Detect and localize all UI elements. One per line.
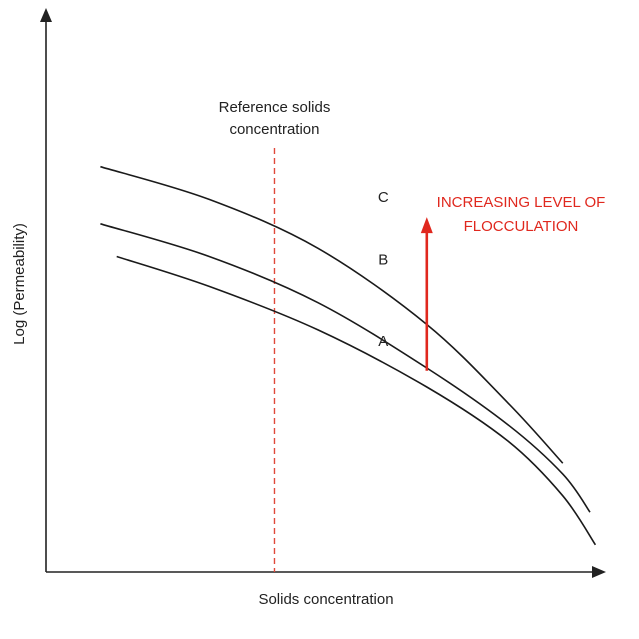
x-axis-arrowhead <box>592 566 606 578</box>
curve-label-b: B <box>378 252 388 269</box>
curve-b <box>100 223 591 513</box>
flocculation-arrow-head <box>420 217 433 234</box>
flocculation-label-line-2: FLOCCULATION <box>464 218 579 235</box>
curve-label-c: C <box>378 189 389 206</box>
reference-label-line-2: concentration <box>229 121 319 138</box>
y-axis-label: Log (Permeability) <box>11 223 28 345</box>
reference-line-group: Reference solids concentration <box>219 99 331 572</box>
x-axis-label: Solids concentration <box>258 591 393 608</box>
curve-label-a: A <box>378 333 388 350</box>
curve-c <box>100 165 564 464</box>
y-axis-arrowhead <box>40 8 52 22</box>
reference-label-line-1: Reference solids <box>219 99 331 116</box>
axes <box>40 8 606 578</box>
annotation-group: INCREASING LEVEL OF FLOCCULATION <box>420 194 606 371</box>
flocculation-label-line-1: INCREASING LEVEL OF <box>437 194 606 211</box>
curve-a <box>116 255 597 546</box>
curves: C B A <box>100 165 597 546</box>
